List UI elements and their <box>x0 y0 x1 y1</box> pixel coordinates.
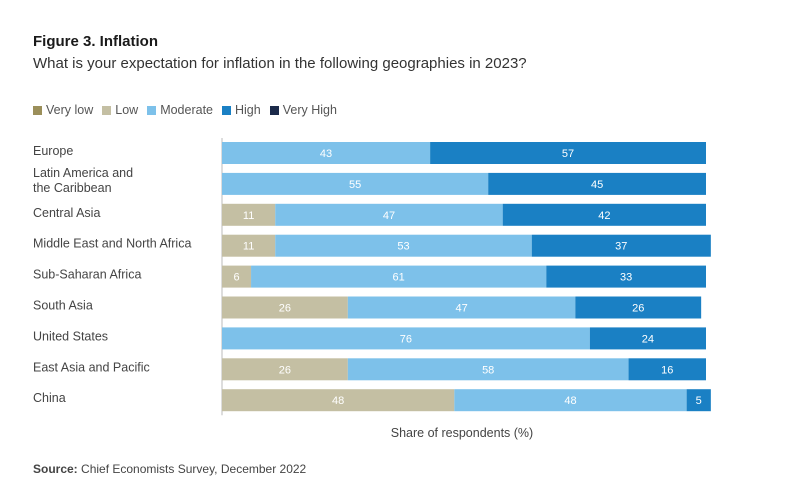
source-note: Source: Chief Economists Survey, Decembe… <box>33 462 306 476</box>
legend-label: Very low <box>46 103 94 117</box>
category-label: Europe <box>33 144 73 158</box>
data-label: 16 <box>661 364 673 376</box>
data-label: 48 <box>564 395 576 407</box>
legend-swatch <box>269 105 279 115</box>
data-label: 47 <box>383 210 395 222</box>
legend-label: High <box>235 103 261 117</box>
data-label: 53 <box>397 241 409 253</box>
legend-label: Moderate <box>160 103 213 117</box>
bar-segment <box>222 358 348 381</box>
bar-segment <box>575 296 702 319</box>
legend-item: Moderate <box>147 103 213 117</box>
bar-segment <box>430 142 706 164</box>
bar-segment <box>488 172 706 195</box>
data-label: 11 <box>243 241 254 253</box>
data-label: 58 <box>482 364 494 376</box>
bar-segment <box>628 358 706 381</box>
stacked-bar-chart: Europe 43 57 Latin America and the Caribbean… <box>33 138 711 440</box>
bar-segment <box>222 327 590 350</box>
data-label: 43 <box>320 148 332 160</box>
x-axis-label: Share of respondents (%) <box>391 426 533 440</box>
bar-segment <box>222 296 348 319</box>
bar-segment <box>589 327 706 350</box>
data-label: 26 <box>279 303 291 315</box>
bar-segment <box>275 234 532 257</box>
bar-segment <box>531 234 711 257</box>
data-label: 47 <box>455 303 467 315</box>
bar-segment <box>347 358 629 381</box>
data-label: 33 <box>620 272 632 284</box>
legend-swatch <box>102 105 112 115</box>
data-label: 26 <box>279 364 291 376</box>
bar-segment <box>686 389 711 412</box>
data-label: 76 <box>400 333 412 345</box>
bar-segment <box>222 142 431 164</box>
legend-label: Low <box>115 103 139 117</box>
data-label: 42 <box>598 210 610 222</box>
data-label: 26 <box>632 303 644 315</box>
source-text: Chief Economists Survey, December 2022 <box>77 462 307 476</box>
bar-segment <box>222 172 489 195</box>
data-label: 45 <box>591 179 603 191</box>
legend-item: Low <box>102 103 138 117</box>
data-label: 24 <box>642 333 654 345</box>
category-label: Middle East and North Africa <box>33 237 191 251</box>
category-label: United States <box>33 329 108 343</box>
bar-segment <box>222 203 276 226</box>
data-label: 11 <box>243 210 254 222</box>
bar-segment <box>275 203 503 226</box>
bar-segment <box>222 265 252 288</box>
bar-segment <box>347 296 576 319</box>
data-label: 6 <box>233 272 239 284</box>
legend-swatch <box>147 105 157 115</box>
legend-item: High <box>222 103 261 117</box>
bar-segment <box>251 265 547 288</box>
data-label: 61 <box>393 272 405 284</box>
legend-item: Very low <box>33 103 93 117</box>
chart-legend: Very low Low Moderate High Very High <box>33 103 346 117</box>
category-label: China <box>33 391 66 405</box>
bar-segment <box>222 234 276 257</box>
data-label: 48 <box>332 395 344 407</box>
data-label: 55 <box>349 179 361 191</box>
bar-segment <box>454 389 687 412</box>
data-label: 5 <box>696 395 702 407</box>
data-label: 57 <box>562 148 574 160</box>
category-label: Central Asia <box>33 206 100 220</box>
data-label: 37 <box>615 241 627 253</box>
legend-label: Very High <box>282 103 337 117</box>
legend-swatch <box>222 105 231 115</box>
bar-segment <box>502 203 706 226</box>
bar-segment <box>546 265 706 288</box>
bar-segment <box>222 389 455 412</box>
legend-swatch <box>33 105 42 115</box>
figure-subtitle: What is your expectation for inflation i… <box>33 55 527 72</box>
legend-item: Very High <box>269 103 337 117</box>
category-label: East Asia and Pacific <box>33 360 150 374</box>
category-label: Latin America and the Caribbean <box>33 166 133 195</box>
category-label: South Asia <box>33 299 93 313</box>
source-label: Source: <box>33 462 78 476</box>
category-label: Sub-Saharan Africa <box>33 268 141 282</box>
figure-title: Figure 3. Inflation <box>33 33 159 50</box>
